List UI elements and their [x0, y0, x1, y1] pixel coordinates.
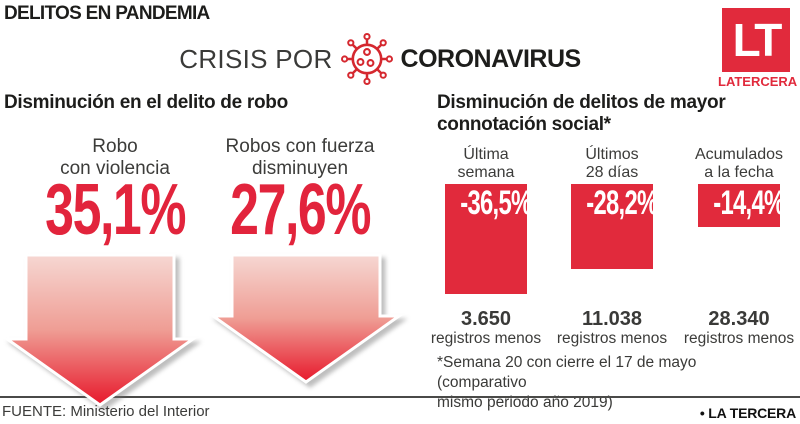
la-tercera-logo-name: LATERCERA [718, 74, 798, 89]
bar-column-label: Últimos 28 días [585, 146, 639, 181]
bar-column-ultimos-28-dias: Últimos 28 días -28,2% 11.038 registros … [552, 146, 672, 356]
stat-value-robo-fuerza: 27,6% [230, 170, 371, 250]
crisis-prefix-label: CRISIS POR [179, 43, 333, 74]
bar-value: -14,4% [713, 184, 785, 222]
bar-value: -36,5% [460, 184, 532, 222]
bar-column-label: Última semana [457, 146, 515, 181]
crisis-title-label: CORONAVIRUS [400, 44, 582, 73]
bar-count: 28.340 registros menos [683, 308, 795, 348]
bar-column-label: Acumulados a la fecha [694, 146, 784, 181]
page-kicker: DELITOS EN PANDEMIA [4, 3, 210, 24]
bar-acumulados: -14,4% [698, 184, 785, 227]
bar-column-acumulados: Acumulados a la fecha -14,4% 28.340 regi… [679, 146, 799, 356]
footnote: *Semana 20 con cierre el 17 de mayo (com… [437, 354, 697, 411]
publisher-credit: • LA TERCERA [699, 405, 796, 421]
crisis-header: CRISIS POR CORONAVIRUS [0, 32, 760, 86]
stat-label-robo-fuerza: Robos con fuerza disminuyen [225, 136, 375, 179]
right-section-title: Disminución de delitos de mayor connotac… [437, 92, 726, 135]
bar-count: 3.650 registros menos [430, 308, 542, 348]
down-arrow-robo-fuerza [208, 253, 404, 384]
left-section-title: Disminución en el delito de robo [4, 92, 288, 113]
down-arrow-robo-violencia [2, 253, 198, 407]
source-credit: FUENTE: Ministerio del Interior [2, 403, 210, 420]
bar-value: -28,2% [586, 184, 658, 222]
la-tercera-logo-mark: LT [722, 8, 790, 72]
divider-line [0, 396, 800, 398]
bar-ultima-semana: -36,5% [445, 184, 532, 294]
coronavirus-icon [340, 33, 393, 86]
la-tercera-logo: LT LATERCERA [718, 8, 797, 89]
stat-value-robo-violencia: 35,1% [45, 170, 186, 250]
stat-label-robo-violencia: Robo con violencia [60, 136, 170, 179]
bar-column-ultima-semana: Última semana -36,5% 3.650 registros men… [426, 146, 546, 356]
bar-count: 11.038 registros menos [556, 308, 668, 348]
bar-ultimos-28-dias: -28,2% [571, 184, 658, 269]
